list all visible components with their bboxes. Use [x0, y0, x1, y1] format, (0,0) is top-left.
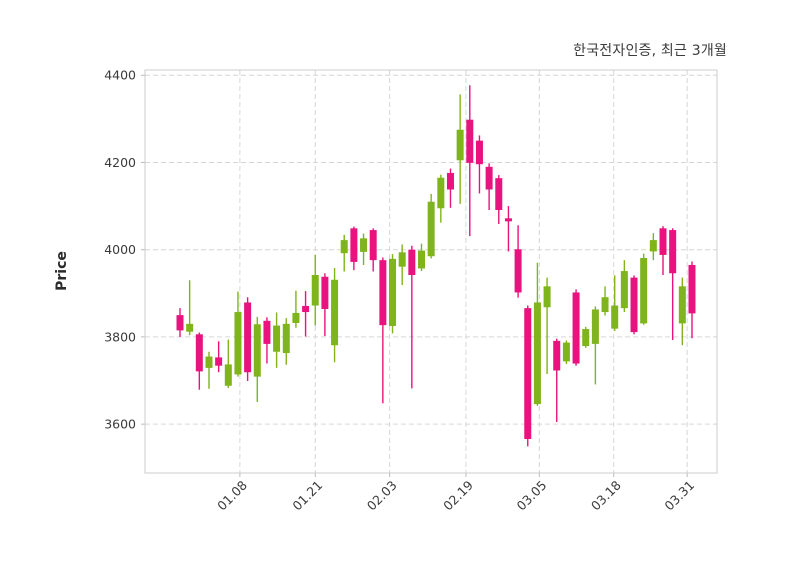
- y-tick-label: 4000: [104, 242, 136, 257]
- y-tick-label: 3800: [104, 329, 136, 344]
- x-tick-label: 03.05: [514, 478, 550, 514]
- candle-body: [205, 356, 213, 368]
- candle-body: [475, 140, 483, 165]
- candle-body: [369, 230, 377, 261]
- y-tick-label: 3600: [104, 417, 136, 432]
- candle-body: [360, 238, 368, 252]
- candle-body: [253, 324, 261, 377]
- candle-body: [495, 178, 503, 211]
- candle-body: [466, 119, 474, 163]
- candle-body: [427, 201, 435, 257]
- y-tick-label: 4400: [104, 68, 136, 83]
- candle-body: [302, 305, 310, 313]
- candle-body: [553, 340, 561, 371]
- y-tick-label: 4200: [104, 155, 136, 170]
- candle-body: [321, 276, 329, 310]
- candle-body: [389, 258, 397, 327]
- candle-body: [630, 277, 638, 333]
- candle-body: [591, 309, 599, 344]
- candle-body: [620, 271, 628, 309]
- candle-body: [437, 177, 445, 209]
- x-tick-label: 01.08: [214, 477, 250, 513]
- candle-body: [176, 315, 184, 331]
- candle-body: [215, 357, 223, 366]
- candle-body: [446, 172, 454, 190]
- chart-title: 한국전자인증, 최근 3개월: [573, 43, 727, 59]
- candle-body: [543, 286, 551, 308]
- candle-body: [524, 308, 532, 439]
- candle-body: [533, 302, 541, 405]
- candle-body: [669, 230, 677, 274]
- candle-body: [234, 312, 242, 375]
- candle-body: [562, 342, 570, 362]
- x-tick-label: 02.19: [440, 477, 476, 513]
- x-tick-label: 01.21: [289, 478, 325, 514]
- candle-body: [186, 323, 194, 332]
- candle-body: [582, 329, 590, 347]
- candle-body: [611, 305, 619, 329]
- candle-body: [640, 257, 648, 324]
- candle-body: [379, 260, 387, 326]
- candle-body: [263, 320, 271, 344]
- candle-body: [418, 250, 425, 269]
- candle-body: [350, 228, 358, 262]
- candle-body: [340, 240, 348, 254]
- candle-body: [678, 286, 686, 324]
- candle-body: [398, 252, 406, 267]
- candle-body: [195, 334, 203, 372]
- x-tick-label: 03.31: [661, 478, 697, 514]
- x-tick-label: 02.03: [364, 478, 400, 514]
- candle-body: [224, 364, 232, 386]
- candle-body: [273, 325, 281, 352]
- candle-body: [649, 240, 657, 252]
- candle-body: [572, 292, 580, 364]
- candle-body: [601, 297, 609, 313]
- candle-body: [514, 249, 522, 293]
- candle-body: [331, 279, 339, 346]
- candle-body: [311, 274, 319, 306]
- plot-border: [144, 69, 718, 474]
- candle-body: [485, 166, 493, 190]
- x-tick-label: 03.18: [588, 477, 624, 513]
- candle-body: [244, 302, 252, 373]
- candle-body: [659, 228, 667, 255]
- candle-body: [504, 218, 512, 222]
- candle-body: [292, 312, 300, 323]
- candle-body: [408, 249, 416, 275]
- candle-body: [456, 129, 464, 161]
- candle-body: [282, 323, 290, 354]
- candle-body: [688, 264, 696, 314]
